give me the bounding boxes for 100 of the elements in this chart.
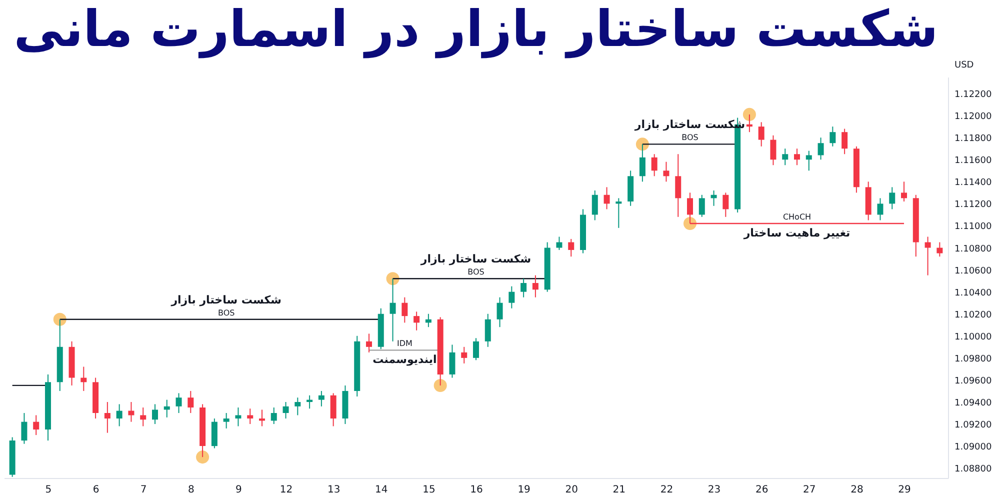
candlestick	[390, 278, 396, 342]
series-label: BOS	[218, 308, 235, 318]
x-tick-label: 29	[898, 484, 911, 496]
candlestick	[484, 313, 491, 348]
x-tick-label: 20	[565, 484, 578, 496]
candlestick	[818, 137, 824, 160]
candlestick	[473, 338, 479, 361]
candlestick	[901, 181, 908, 202]
candlestick	[318, 390, 324, 407]
point	[434, 378, 447, 392]
y-tick-label: 1.09600	[954, 376, 992, 386]
candlestick	[936, 242, 943, 258]
candlestick	[402, 296, 408, 324]
y-tick-label: 1.08800	[954, 464, 992, 475]
candlestick	[710, 190, 717, 206]
candlestick	[806, 150, 812, 172]
x-tick-label: 28	[850, 484, 864, 496]
point	[53, 312, 66, 326]
y-tick-label: 1.09000	[954, 442, 992, 453]
point	[386, 272, 400, 286]
candlestick	[794, 148, 800, 166]
candlestick	[80, 366, 87, 392]
candlestick	[270, 406, 277, 425]
candlestick	[758, 122, 764, 147]
candlestick	[128, 401, 134, 422]
candlestick	[21, 412, 28, 444]
candlestick	[663, 161, 670, 182]
candlestick	[639, 144, 646, 182]
x-tick-label: 9	[236, 484, 242, 496]
y-axis-title: USD	[954, 60, 974, 70]
candlestick	[830, 126, 836, 147]
y-tick-label: 1.10800	[954, 244, 992, 254]
y-tick-label: 1.10600	[954, 266, 992, 276]
candlestick	[152, 404, 158, 425]
candlestick	[104, 401, 110, 434]
candlestick	[366, 333, 372, 353]
y-tick-label: 1.12200	[954, 90, 992, 100]
candlestick	[568, 238, 574, 258]
candlestick	[604, 186, 610, 210]
series-label: IDM	[396, 339, 412, 348]
x-tick-label: 7	[140, 484, 147, 496]
annotation: شکست ساختار بازار	[170, 293, 282, 306]
x-tick-label: 23	[708, 484, 721, 496]
candlestick	[282, 401, 289, 420]
y-tick-label: 1.11000	[954, 222, 992, 232]
series-label: BOS	[468, 268, 484, 277]
x-tick-label: 8	[188, 484, 194, 496]
candlestick	[675, 154, 682, 218]
y-tick-label: 1.10200	[954, 310, 992, 320]
x-tick-label: 27	[803, 484, 816, 496]
candlestick	[770, 134, 776, 166]
candlestick	[592, 190, 598, 221]
y-tick-label: 1.11800	[954, 134, 992, 144]
x-tick-label: 12	[280, 484, 293, 496]
candlestick	[782, 148, 788, 166]
candlestick	[698, 194, 705, 218]
x-tick-label: 16	[470, 484, 483, 496]
y-tick-label: 1.09800	[954, 354, 992, 364]
candlestick	[532, 274, 538, 298]
y-tick-label: 1.11400	[954, 178, 992, 188]
candlestick	[33, 414, 40, 436]
annotation: تغییر ماهیت ساختار	[742, 226, 850, 240]
x-tick-label: 21	[612, 484, 626, 496]
x-tick-label: 14	[375, 484, 388, 496]
y-tick-label: 1.11200	[954, 200, 992, 210]
point	[742, 108, 756, 121]
x-tick-label: 26	[755, 484, 768, 496]
candlestick	[306, 394, 313, 410]
y-tick-label: 1.12000	[954, 112, 992, 122]
candlestick	[508, 286, 515, 309]
x-tick-label: 6	[92, 484, 100, 496]
x-tick-label: 22	[660, 484, 674, 496]
candlestick	[877, 198, 884, 221]
x-tick-label: 5	[45, 484, 52, 496]
y-tick-label: 1.10400	[954, 288, 992, 298]
chart-title: شکست ساختار بازار در اسمارت مانی	[14, 0, 938, 59]
candlestick	[722, 192, 729, 218]
x-tick-label: 19	[518, 484, 530, 496]
candlestick	[461, 346, 468, 364]
candlestick	[496, 296, 503, 328]
candlestick	[116, 404, 122, 427]
candlestick	[889, 186, 896, 210]
candlestick	[294, 397, 301, 416]
candlestick	[924, 236, 931, 276]
y-tick-label: 1.09200	[954, 420, 992, 431]
candlestick	[140, 406, 146, 427]
series-label: BOS	[682, 133, 698, 142]
x-tick-label: 13	[327, 484, 340, 496]
candlestick	[651, 154, 658, 177]
candlestick	[449, 344, 456, 378]
candlestick	[842, 128, 848, 155]
candlestick	[176, 392, 182, 414]
candlestick	[330, 392, 336, 427]
x-tick-label: 15	[422, 484, 436, 496]
y-tick-label: 1.09400	[954, 398, 992, 408]
candlestick	[746, 114, 752, 133]
candlestick	[188, 390, 194, 414]
candlestick	[164, 399, 170, 418]
candlestick	[520, 278, 527, 298]
candlestick	[247, 408, 254, 425]
